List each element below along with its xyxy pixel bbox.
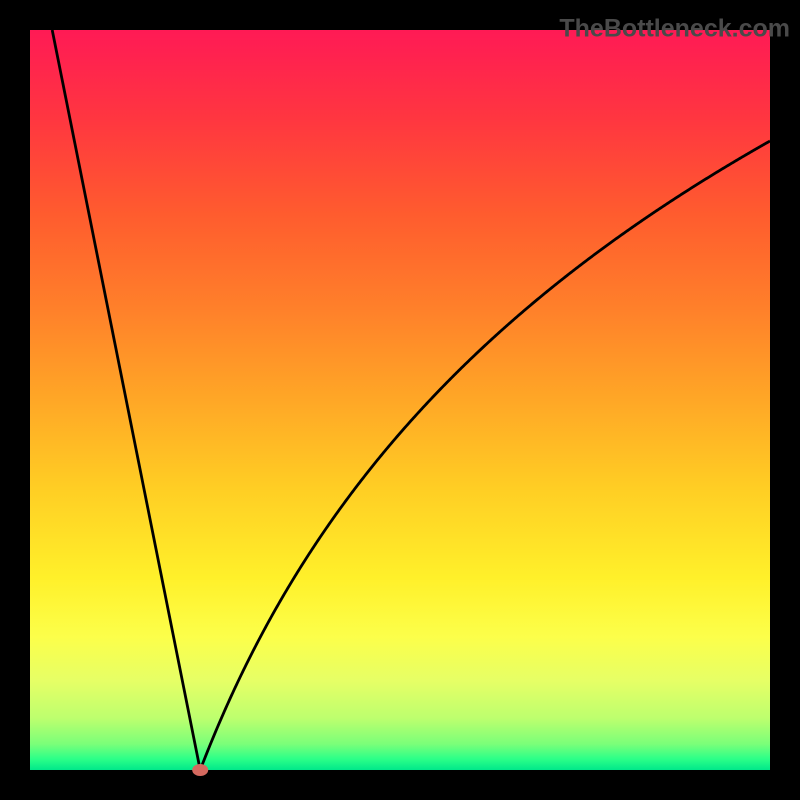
plot-gradient <box>30 30 770 770</box>
watermark: TheBottleneck.com <box>559 15 790 43</box>
min-marker <box>192 764 208 776</box>
